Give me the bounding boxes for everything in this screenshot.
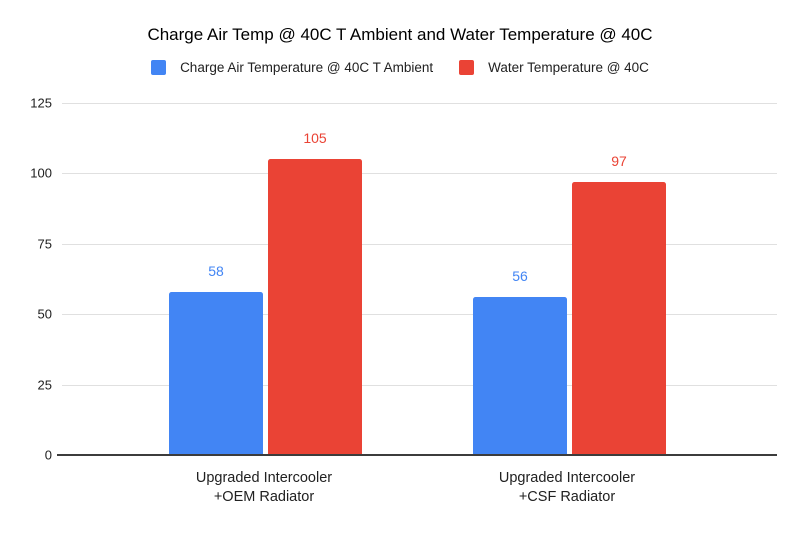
y-tick-label-125: 125 [30, 95, 52, 111]
bar-series-2-group-2: 97 [572, 153, 666, 455]
bar-group-1: 58 105 [169, 103, 362, 455]
bar-value-label-series-2-group-2: 97 [611, 152, 627, 169]
gridline-50 [62, 314, 777, 316]
bar-group-2: 56 97 [473, 103, 666, 455]
chart-title: Charge Air Temp @ 40C T Ambient and Wate… [147, 25, 653, 44]
plot-area: 58 105 56 97 [57, 103, 777, 456]
legend-swatch-red-icon [459, 60, 475, 75]
bar-series-1-group-1: 58 [169, 263, 263, 455]
legend: Charge Air Temperature @ 40C T Ambient W… [0, 60, 800, 75]
gridline-125 [62, 103, 777, 104]
gridline-25 [62, 384, 777, 386]
legend-label-charge-air-temperature: Charge Air Temperature @ 40C T Ambient [180, 60, 434, 75]
y-tick-label-0: 0 [44, 447, 52, 463]
legend-swatch-blue-icon [151, 60, 167, 75]
y-axis: 0 25 50 75 100 125 [0, 96, 52, 463]
bar-series-1-group-2: 56 [473, 268, 567, 455]
x-axis-label-2: Upgraded Intercooler +CSF Radiator [498, 470, 636, 505]
y-tick-label-25: 25 [37, 377, 52, 393]
gridline-75 [62, 243, 777, 245]
y-tick-label-50: 50 [37, 306, 52, 322]
gridline-100 [62, 173, 777, 175]
legend-label-water-temperature: Water Temperature @ 40C [488, 60, 649, 75]
x-axis-line [57, 454, 777, 456]
x-axis-label-1: Upgraded Intercooler +OEM Radiator [195, 470, 333, 505]
bar-value-label-series-2-group-1: 105 [303, 130, 327, 147]
legend-item-charge-air-temperature: Charge Air Temperature @ 40C T Ambient [151, 60, 433, 75]
bar-series-2-group-1: 105 [268, 130, 362, 455]
y-tick-label-75: 75 [37, 236, 52, 252]
y-tick-label-100: 100 [30, 165, 52, 181]
bar-value-label-series-1-group-1: 58 [208, 262, 224, 279]
bar-value-label-series-1-group-2: 56 [512, 268, 528, 285]
legend-item-water-temperature: Water Temperature @ 40C [459, 60, 649, 75]
